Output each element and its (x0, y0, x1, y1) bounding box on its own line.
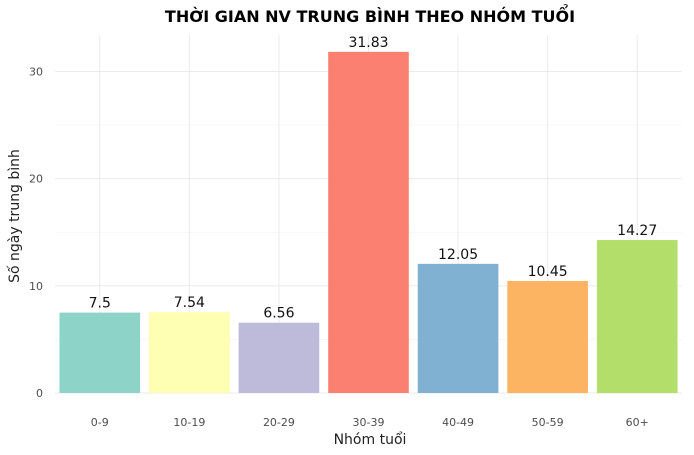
x-tick-label: 40-49 (442, 416, 474, 429)
x-tick-label: 50-59 (532, 416, 564, 429)
bar-0-9 (59, 312, 141, 393)
x-tick-label: 10-19 (173, 416, 205, 429)
y-tick-label: 20 (29, 173, 43, 186)
y-axis-title: Số ngày trung bình (6, 149, 23, 283)
bar-20-29 (238, 322, 320, 393)
bars-layer (59, 51, 678, 393)
y-tick-label: 0 (36, 387, 43, 400)
x-axis-title: Nhóm tuổi (334, 431, 407, 448)
x-tick-label: 20-29 (263, 416, 295, 429)
x-tick-label: 30-39 (353, 416, 385, 429)
x-tick-labels: 0-9 10-19 20-29 30-39 40-49 50-59 60+ (91, 416, 649, 429)
bar-50-59 (507, 280, 588, 393)
bar-30-39 (328, 51, 409, 393)
y-tick-label: 30 (29, 65, 43, 78)
x-tick-label: 60+ (626, 416, 649, 429)
data-labels-layer: 7.5 7.54 6.56 31.83 12.05 10.45 14.27 (89, 35, 658, 322)
y-tick-labels: 0 10 20 30 (29, 65, 43, 400)
data-label: 12.05 (438, 247, 478, 263)
data-label: 31.83 (348, 35, 388, 51)
y-tick-label: 10 (29, 280, 43, 293)
data-label: 10.45 (528, 264, 568, 280)
chart-title: THỜI GIAN NV TRUNG BÌNH THEO NHÓM TUỔI (165, 4, 575, 26)
bar-10-19 (149, 312, 230, 393)
data-label: 14.27 (617, 223, 657, 239)
bar-60+ (596, 240, 678, 393)
x-tick-label: 0-9 (91, 416, 109, 429)
bar-40-49 (417, 263, 499, 393)
data-label: 7.54 (174, 295, 205, 311)
data-label: 6.56 (263, 306, 294, 322)
data-label: 7.5 (89, 296, 111, 312)
